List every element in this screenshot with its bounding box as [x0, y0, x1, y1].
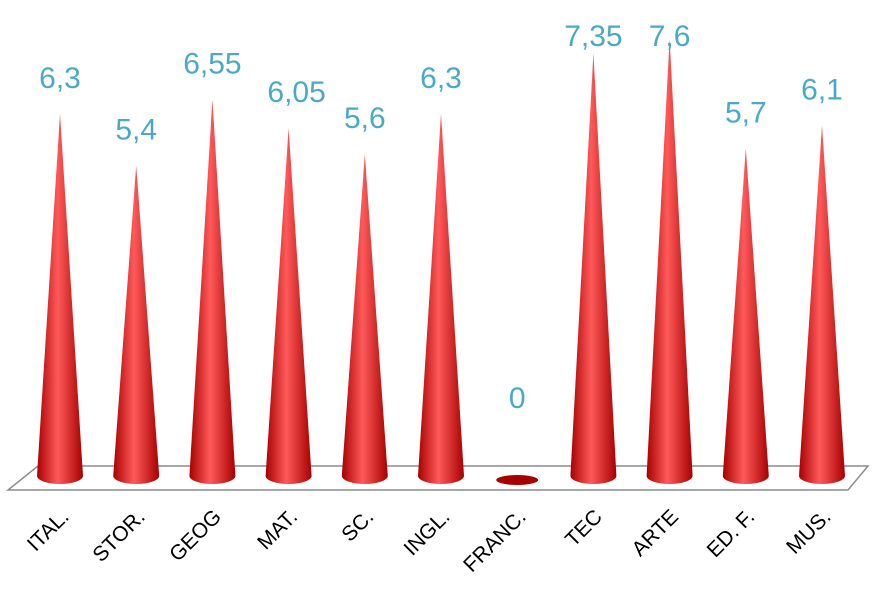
cone-body	[113, 165, 160, 484]
category-label: MAT.	[253, 505, 302, 554]
cone-body	[189, 99, 236, 484]
cone-bar-6	[496, 475, 539, 485]
value-labels: 6,3 5,4 6,55 6,05 5,6 6,3 0 7,35 7,6 5,7 6,1	[39, 20, 843, 415]
category-labels: ITAL. STOR. GEOG MAT. SC. INGL. FRANC. TEC ARTE E…	[23, 505, 836, 577]
value-label: 6,3	[420, 62, 462, 95]
cone-bar-3	[265, 128, 312, 484]
cone-bar-0	[37, 113, 83, 484]
value-label: 0	[509, 382, 526, 415]
value-label: 6,3	[39, 62, 81, 95]
cone-bar-8	[646, 39, 693, 484]
category-label: STOR.	[88, 505, 149, 566]
cone-bar-4	[341, 154, 388, 484]
category-label: FRANC.	[459, 505, 531, 577]
category-label: MUS.	[782, 505, 835, 558]
cone-bar-7	[570, 53, 617, 484]
value-label: 6,05	[267, 76, 325, 109]
cone-body	[341, 154, 388, 484]
cone-bar-5	[418, 113, 464, 484]
cone-body	[37, 113, 83, 484]
cone-bar-9	[722, 148, 769, 484]
category-label: ITAL.	[23, 505, 74, 556]
cone-series	[37, 39, 845, 485]
cone-base-disc	[496, 475, 539, 485]
cone-bar-10	[799, 125, 845, 484]
category-label: ED. F.	[703, 505, 760, 562]
category-label: INGL.	[399, 505, 454, 560]
cone-bar-1	[113, 165, 160, 484]
cone-body	[265, 128, 312, 484]
value-label: 6,55	[183, 47, 241, 80]
cone-body	[418, 113, 464, 484]
category-label: GEOG	[165, 505, 226, 566]
value-label: 6,1	[801, 73, 843, 106]
value-label: 7,6	[649, 20, 691, 53]
value-label: 5,6	[344, 102, 386, 135]
cone-body	[570, 53, 617, 484]
category-label: TEC	[561, 505, 607, 551]
category-label: SC.	[337, 505, 378, 546]
category-label: ARTE	[628, 505, 684, 561]
cone-bar-2	[189, 99, 236, 484]
cone-body	[799, 125, 845, 484]
value-label: 5,7	[725, 96, 767, 129]
cone-body	[722, 148, 769, 484]
cone-body	[646, 39, 693, 484]
value-label: 5,4	[115, 114, 157, 147]
value-label: 7,35	[564, 20, 622, 53]
